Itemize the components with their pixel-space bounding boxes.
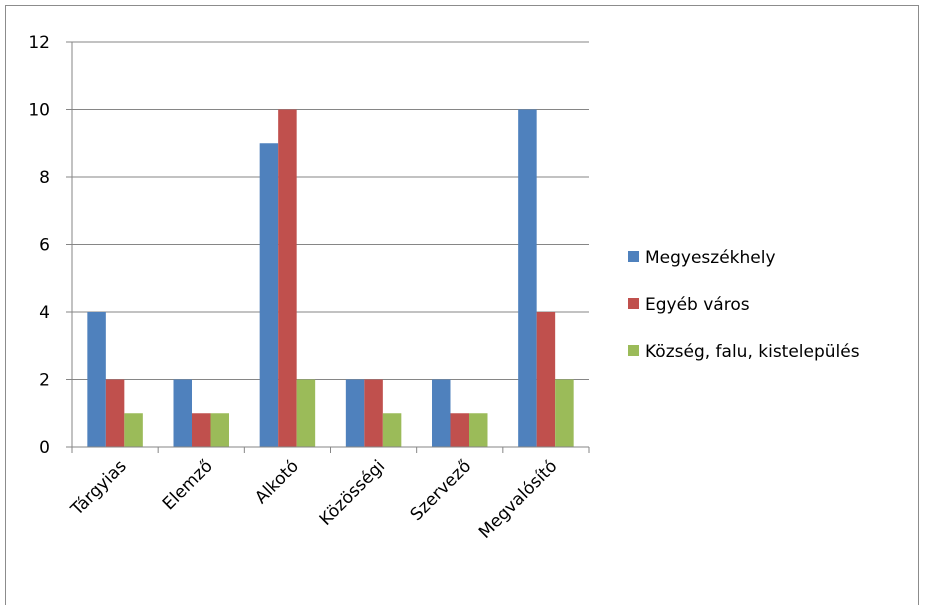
bar-k-zs-g-falu-kistelep-l-s <box>555 379 574 447</box>
bar-egy-b-v-ros <box>364 379 383 447</box>
bar-megyesz-khely <box>518 109 537 447</box>
legend-swatch <box>628 345 639 356</box>
bar-k-zs-g-falu-kistelep-l-s <box>469 413 488 447</box>
x-category-label: Közösségi <box>316 456 389 529</box>
legend-swatch <box>628 251 639 262</box>
x-category-label: Szervező <box>407 456 476 525</box>
bar-egy-b-v-ros <box>192 413 211 447</box>
bars <box>87 109 574 447</box>
bar-megyesz-khely <box>432 379 451 447</box>
gridlines <box>72 41 589 380</box>
y-tick-label: 10 <box>28 101 50 121</box>
y-tick-label: 8 <box>39 168 50 188</box>
y-tick-label: 12 <box>28 33 50 53</box>
bar-megyesz-khely <box>87 312 106 447</box>
bar-k-zs-g-falu-kistelep-l-s <box>382 413 402 447</box>
bar-k-zs-g-falu-kistelep-l-s <box>296 379 316 447</box>
bar-egy-b-v-ros <box>536 312 556 447</box>
bar-megyesz-khely <box>173 379 192 447</box>
legend: Megyeszékhely Egyéb város Község, falu, ki… <box>628 248 860 362</box>
bar-megyesz-khely <box>259 143 279 447</box>
x-category-label: Tárgyias <box>67 456 131 520</box>
bar-egy-b-v-ros <box>450 413 469 447</box>
x-category-label: Alkotó <box>251 456 303 508</box>
x-category-label: Elemző <box>159 456 217 514</box>
bar-k-zs-g-falu-kistelep-l-s <box>210 413 229 447</box>
y-tick-label: 0 <box>39 438 50 458</box>
legend-swatch <box>628 298 639 309</box>
y-tick-label: 4 <box>39 303 50 323</box>
bar-egy-b-v-ros <box>105 379 125 447</box>
x-category-label: Megvalósító <box>475 456 561 542</box>
bar-k-zs-g-falu-kistelep-l-s <box>124 413 143 447</box>
legend-label: Megyeszékhely <box>645 248 776 268</box>
y-tick-label: 2 <box>39 371 50 391</box>
bar-megyesz-khely <box>345 379 365 447</box>
y-tick-label: 6 <box>39 236 50 256</box>
chart-frame <box>5 5 919 605</box>
legend-label: Község, falu, kistelepülés <box>645 342 860 362</box>
legend-label: Egyéb város <box>645 295 750 315</box>
bar-egy-b-v-ros <box>278 109 297 447</box>
